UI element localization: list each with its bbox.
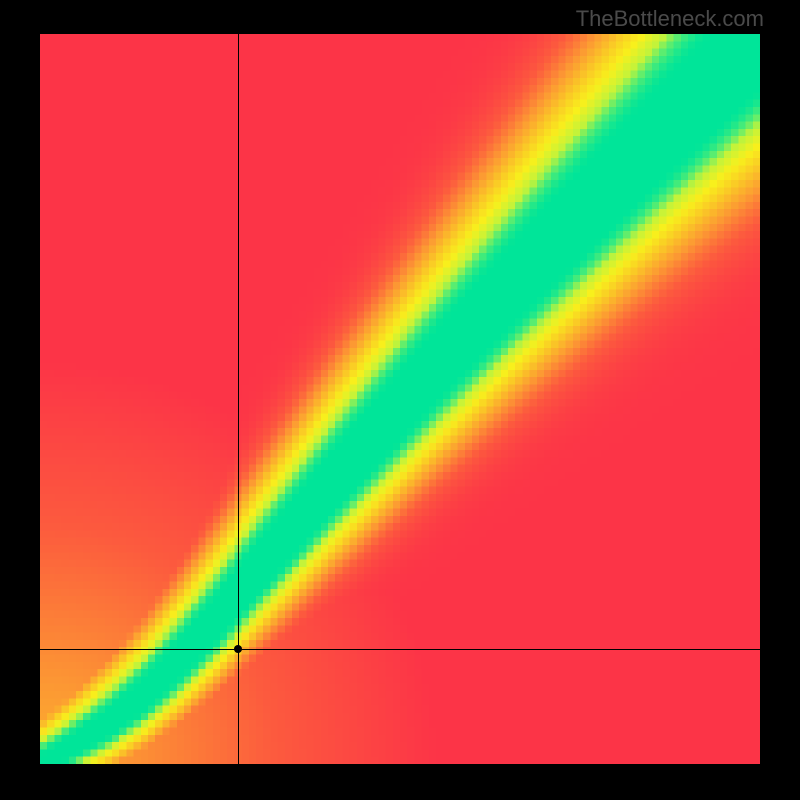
selection-marker [234, 645, 242, 653]
crosshair-horizontal [40, 649, 760, 650]
heatmap-canvas [40, 34, 760, 764]
watermark-text: TheBottleneck.com [576, 6, 764, 32]
bottleneck-heatmap [40, 34, 760, 764]
crosshair-vertical [238, 34, 239, 764]
